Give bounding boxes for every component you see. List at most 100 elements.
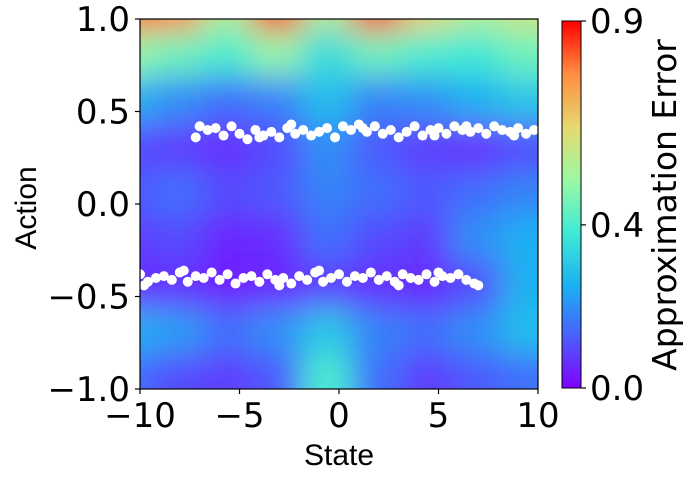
scatter-point xyxy=(381,271,392,282)
scatter-point xyxy=(250,125,261,135)
x-tick-label: 5 xyxy=(428,396,450,436)
scatter-point xyxy=(286,119,297,130)
scatter-point xyxy=(397,269,408,280)
scatter-point xyxy=(140,269,145,280)
scatter-point xyxy=(345,125,356,135)
scatter-point xyxy=(461,121,472,132)
x-axis-ticks: −10 −5 0 5 10 xyxy=(104,389,560,436)
scatter-point xyxy=(182,276,193,287)
scatter-point xyxy=(373,274,384,285)
scatter-point xyxy=(322,123,333,134)
scatter-point xyxy=(262,269,273,280)
scatter-point xyxy=(294,271,305,282)
scatter-point xyxy=(218,130,229,141)
scatter-point xyxy=(385,125,396,135)
scatter-point xyxy=(226,121,237,132)
y-axis-label: Action xyxy=(10,166,43,249)
x-tick-label: −5 xyxy=(214,396,264,436)
scatter-point xyxy=(473,280,484,291)
scatter-point xyxy=(334,269,344,280)
scatter-points xyxy=(140,119,538,291)
scatter-point xyxy=(254,132,265,143)
scatter-point xyxy=(206,267,217,278)
scatter-point xyxy=(306,130,317,141)
y-tick-label: −0.5 xyxy=(47,278,130,318)
scatter-point xyxy=(198,273,209,283)
scatter-point xyxy=(178,265,189,276)
scatter-point xyxy=(529,125,538,135)
scatter-point xyxy=(330,132,341,143)
x-tick-label: 10 xyxy=(516,396,559,436)
scatter-point xyxy=(242,134,253,145)
colorbar xyxy=(561,20,582,389)
scatter-point xyxy=(461,274,472,285)
scatter-point xyxy=(481,128,492,139)
scatter-point xyxy=(234,128,245,139)
scatter-point xyxy=(286,278,297,289)
scatter-point xyxy=(140,280,149,291)
scatter-point xyxy=(266,126,277,137)
colorbar-tick-label: 0.0 xyxy=(590,369,644,409)
scatter-point xyxy=(246,271,257,282)
scatter-point xyxy=(393,132,404,143)
scatter-point xyxy=(449,121,460,132)
scatter-point xyxy=(166,274,177,285)
scatter-point xyxy=(441,128,452,139)
scatter-point xyxy=(433,123,444,134)
scatter-point xyxy=(222,269,233,280)
x-tick-label: 0 xyxy=(328,396,350,436)
colorbar-ticks: 0.0 0.4 0.9 xyxy=(581,2,644,409)
y-tick-label: 0.5 xyxy=(76,93,130,133)
scatter-point xyxy=(314,126,325,137)
scatter-point xyxy=(421,269,432,280)
scatter-point xyxy=(433,267,444,278)
scatter-point xyxy=(314,265,325,276)
scatter-point xyxy=(238,273,249,283)
scatter-point xyxy=(377,128,388,139)
scatter-point xyxy=(158,271,169,282)
colorbar-tick-label: 0.9 xyxy=(590,2,644,42)
scatter-point xyxy=(429,276,440,287)
scatter-point xyxy=(453,269,464,280)
scatter-point xyxy=(150,273,161,283)
scatter-point xyxy=(497,125,508,135)
scatter-point xyxy=(194,121,205,132)
scatter-point xyxy=(521,128,532,139)
scatter-point xyxy=(401,126,412,137)
scatter-point xyxy=(429,130,440,141)
scatter-point xyxy=(357,273,368,283)
scatter-point xyxy=(202,125,213,135)
scatter-point xyxy=(190,132,201,143)
scatter-point xyxy=(393,280,404,291)
scatter-point xyxy=(513,123,524,134)
scatter-point xyxy=(290,128,301,139)
colorbar-label: Approximation Error xyxy=(645,39,684,371)
scatter-point xyxy=(413,274,424,285)
scatter-point xyxy=(210,123,221,134)
y-tick-label: 0.0 xyxy=(76,185,130,225)
scatter-point xyxy=(357,123,368,134)
scatter-point xyxy=(302,274,313,285)
scatter-point xyxy=(326,273,337,283)
y-tick-label: 1.0 xyxy=(76,0,130,40)
scatter-point xyxy=(349,271,360,282)
y-tick-label: −1.0 xyxy=(47,370,130,410)
colorbar-tick-label: 0.4 xyxy=(590,206,644,246)
scatter-point xyxy=(369,121,380,132)
scatter-point xyxy=(417,130,428,141)
scatter-point xyxy=(274,132,285,143)
scatter-point xyxy=(489,121,500,132)
scatter-point xyxy=(214,274,225,285)
scatter-point xyxy=(190,271,201,282)
y-axis-ticks: 1.0 0.5 0.0 −0.5 −1.0 xyxy=(47,0,140,410)
scatter-point xyxy=(230,278,241,289)
scatter-point xyxy=(254,276,265,287)
scatter-point xyxy=(318,276,329,287)
scatter-point xyxy=(365,267,376,278)
heatmap-surface xyxy=(140,19,538,389)
scatter-point xyxy=(473,123,484,134)
scatter-point xyxy=(445,273,456,283)
scatter-point xyxy=(509,130,520,141)
scatter-point xyxy=(405,273,416,283)
